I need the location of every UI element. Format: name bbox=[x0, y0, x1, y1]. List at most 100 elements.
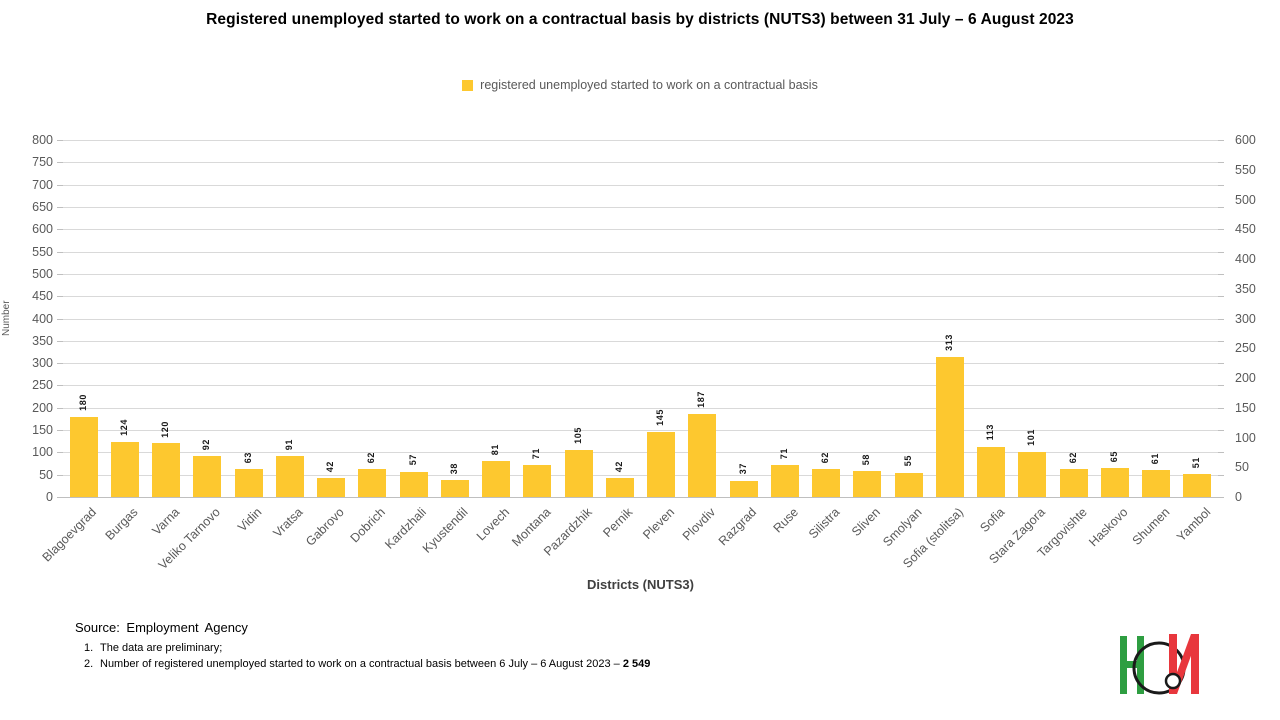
bar-value-label: 58 bbox=[861, 453, 872, 466]
bar bbox=[69, 416, 98, 497]
gridline bbox=[63, 184, 1218, 186]
bar-value-label: 105 bbox=[572, 427, 583, 445]
bar-value-label: 38 bbox=[448, 462, 459, 474]
gridline bbox=[63, 296, 1218, 298]
y-tick-label-left: 700 bbox=[32, 177, 53, 192]
bar bbox=[1142, 469, 1171, 497]
y-tick-label-left: 750 bbox=[32, 155, 53, 170]
bar-value-label: 65 bbox=[1108, 450, 1119, 462]
x-tick-label: Blagoevgrad bbox=[39, 505, 100, 565]
y-axis-tick-right bbox=[1218, 318, 1224, 320]
bar-value-label: 313 bbox=[943, 334, 954, 352]
y-axis-tick-left bbox=[57, 474, 63, 476]
y-tick-label-left: 50 bbox=[39, 467, 53, 482]
gridline bbox=[63, 340, 1218, 342]
gridline bbox=[63, 229, 1218, 231]
x-tick-label: Lovech bbox=[473, 505, 513, 544]
bar-value-label: 71 bbox=[778, 448, 789, 460]
bar bbox=[275, 456, 304, 497]
bar bbox=[564, 450, 593, 497]
gridline bbox=[63, 385, 1218, 387]
y-tick-label-left: 650 bbox=[32, 199, 53, 214]
x-tick-label: Ruse bbox=[770, 505, 801, 536]
chart-title: Registered unemployed started to work on… bbox=[206, 11, 1074, 28]
bar bbox=[977, 446, 1006, 497]
bar-value-label: 57 bbox=[407, 454, 418, 466]
bar-value-label: 113 bbox=[985, 424, 996, 441]
footnote-2-text: Number of registered unemployed started … bbox=[100, 658, 623, 670]
source-text: Source: Employment Agency bbox=[75, 620, 248, 635]
x-tick-label: Razgrad bbox=[716, 505, 760, 549]
y-axis-tick-right bbox=[1218, 385, 1224, 387]
x-tick-label: Vratsa bbox=[270, 505, 306, 541]
x-tick-label: Dobrich bbox=[347, 505, 389, 546]
y-tick-label-right: 200 bbox=[1235, 371, 1256, 385]
bar-value-label: 71 bbox=[531, 448, 542, 460]
footnote-2: 2. Number of registered unemployed starte… bbox=[84, 658, 650, 670]
bar-value-label: 42 bbox=[613, 461, 624, 473]
y-axis-tick-left bbox=[57, 407, 63, 409]
y-tick-label-left: 450 bbox=[32, 289, 53, 304]
y-axis-tick-left bbox=[57, 363, 63, 365]
bar bbox=[688, 413, 717, 497]
gridline bbox=[63, 162, 1218, 164]
x-tick-label: Sliven bbox=[849, 505, 884, 539]
y-axis-tick-left bbox=[57, 385, 63, 387]
y-tick-label-right: 0 bbox=[1235, 490, 1242, 504]
y-tick-label-left: 350 bbox=[32, 333, 53, 348]
bar bbox=[853, 471, 882, 497]
y-axis-tick-right bbox=[1218, 296, 1224, 298]
bar-value-label: 62 bbox=[366, 452, 377, 464]
legend: registered unemployed started to work on… bbox=[0, 78, 1280, 92]
bar-value-label: 92 bbox=[201, 438, 212, 450]
x-tick-label: Vidin bbox=[235, 505, 265, 535]
x-tick-label: Sofia bbox=[976, 505, 1008, 536]
y-tick-label-right: 350 bbox=[1235, 281, 1256, 296]
y-tick-label-left: 150 bbox=[32, 423, 53, 438]
bar bbox=[1018, 451, 1047, 497]
bar bbox=[110, 441, 139, 497]
bar-value-label: 42 bbox=[325, 461, 336, 473]
gridline bbox=[63, 206, 1218, 208]
bar bbox=[894, 472, 923, 497]
x-tick-label: Plovdiv bbox=[679, 505, 719, 544]
y-axis-tick-right bbox=[1218, 430, 1224, 432]
y-tick-label-right: 50 bbox=[1235, 460, 1249, 475]
y-tick-label-right: 600 bbox=[1235, 133, 1256, 147]
y-axis-tick-left bbox=[57, 229, 63, 231]
y-axis-tick-right bbox=[1218, 340, 1224, 342]
bar bbox=[193, 455, 222, 497]
bar bbox=[647, 432, 676, 497]
bar bbox=[152, 443, 181, 497]
footnote-2-total: 2 549 bbox=[622, 658, 651, 670]
footnote-1-text: The data are preliminary; bbox=[100, 642, 223, 654]
bar-value-label: 180 bbox=[77, 393, 88, 411]
bar bbox=[234, 468, 263, 497]
x-axis-line bbox=[63, 497, 1218, 498]
x-tick-label: Silistra bbox=[805, 505, 843, 542]
y-axis-tick-right bbox=[1218, 140, 1224, 141]
bar-value-label: 55 bbox=[902, 455, 913, 467]
bar bbox=[770, 465, 799, 497]
y-axis-tick-left bbox=[57, 251, 63, 253]
bar-value-label: 120 bbox=[160, 420, 171, 438]
bar bbox=[358, 469, 387, 497]
bar bbox=[523, 465, 552, 497]
footnote-2-number: 2. bbox=[84, 658, 94, 670]
bar-value-label: 37 bbox=[737, 463, 748, 475]
y-axis-tick-left bbox=[57, 340, 63, 342]
bar bbox=[399, 471, 428, 497]
y-tick-label-left: 0 bbox=[46, 490, 53, 504]
gridline bbox=[63, 452, 1218, 454]
y-axis-tick-left bbox=[57, 296, 63, 298]
y-tick-label-right: 250 bbox=[1235, 341, 1256, 356]
y-axis-tick-left bbox=[57, 318, 63, 320]
y-axis-tick-left bbox=[57, 497, 63, 498]
y-axis-tick-right bbox=[1218, 162, 1224, 164]
gridline bbox=[63, 318, 1218, 320]
bar-value-label: 62 bbox=[1067, 452, 1078, 464]
y-axis-tick-right bbox=[1218, 407, 1224, 409]
bar-value-label: 63 bbox=[242, 451, 253, 463]
gridline bbox=[63, 474, 1218, 476]
y-axis-tick-left bbox=[57, 206, 63, 208]
